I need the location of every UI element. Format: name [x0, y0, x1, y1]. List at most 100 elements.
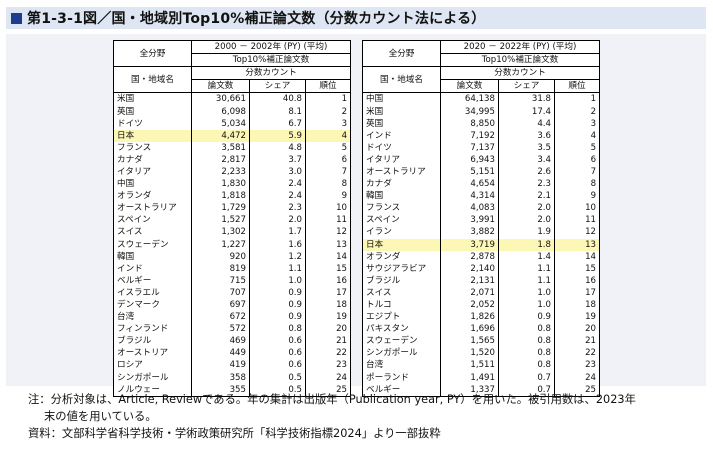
share-value: 0.6 [249, 359, 306, 372]
paper-count: 3,719 [440, 238, 499, 251]
table-row: スウェーデン 1,227 1.6 13 [113, 238, 351, 251]
share-value: 2.6 [498, 165, 555, 179]
paper-count: 697 [191, 298, 250, 312]
rank-value: 5 [590, 142, 597, 153]
paper-count: 30,661 [191, 92, 250, 106]
paper-count: 7,192 [440, 129, 499, 142]
share-value: 8.1 [249, 105, 306, 118]
paper-count: 4,654 [440, 178, 499, 191]
table-row: カナダ 4,654 2.3 8 [362, 178, 600, 191]
share-value: 0.6 [249, 335, 306, 348]
paper-count: 572 [191, 323, 250, 336]
rank-value: 20 [336, 324, 348, 335]
country-name: パキスタン [362, 323, 441, 336]
paper-count: 4,083 [440, 202, 499, 215]
paper-count: 1,830 [191, 178, 250, 191]
share-value: 1.1 [249, 262, 306, 275]
rank-value: 16 [585, 275, 597, 286]
table-row: スペイン 1,527 2.0 11 [113, 214, 351, 227]
share-value: 3.6 [498, 129, 555, 142]
share-value: 3.4 [498, 153, 555, 166]
share-value: 0.9 [249, 286, 306, 299]
share-value: 2.0 [498, 202, 555, 215]
note-line-1: 注：分析対象は、Article, Reviewである。年の集計は出版年（Publ… [28, 393, 636, 406]
country-name: フランス [113, 141, 192, 154]
country-name: ポーランド [362, 371, 441, 384]
col-header-papers: 論文数 [191, 79, 250, 94]
rank-value: 14 [585, 251, 597, 262]
country-name: 台湾 [362, 359, 441, 372]
paper-count: 355 [191, 383, 250, 397]
country-name: イタリア [113, 165, 192, 179]
paper-count: 7,137 [440, 141, 499, 154]
table-row: イスラエル 707 0.9 17 [113, 286, 351, 299]
country-name: オランダ [113, 190, 192, 203]
rank-value: 23 [336, 360, 348, 371]
rank-value: 18 [585, 300, 597, 311]
row-label-header: 国・地域名 [362, 66, 441, 94]
rank-value: 1 [590, 94, 597, 105]
period-label: 2000 － 2002年 (PY) (平均) [191, 40, 351, 55]
table-row: ベルギー 715 1.0 16 [113, 274, 351, 287]
paper-count: 8,850 [440, 117, 499, 130]
rank-value: 7 [341, 166, 348, 177]
rank-value: 23 [585, 360, 597, 371]
country-name: スウェーデン [362, 335, 441, 348]
table-row: カナダ 2,817 3.7 6 [113, 153, 351, 166]
rank-value: 18 [336, 300, 348, 311]
table-row: インド 819 1.1 15 [113, 262, 351, 275]
share-value: 0.8 [498, 359, 555, 372]
country-name: ブラジル [362, 274, 441, 287]
table-2000-2002: 全分野 2000 － 2002年 (PY) (平均) Top10%補正論文数 国… [113, 40, 352, 397]
rank-value: 17 [585, 287, 597, 298]
paper-count: 34,995 [440, 105, 499, 118]
country-name: スペイン [113, 214, 192, 227]
paper-count: 3,882 [440, 226, 499, 239]
paper-count: 1,491 [440, 371, 499, 384]
table-row: 韓国 920 1.2 14 [113, 250, 351, 263]
country-name: 台湾 [113, 311, 192, 324]
country-name: トルコ [362, 298, 441, 312]
country-name: シンガポール [362, 347, 441, 360]
figure-title-bar: 第1-3-1図／国・地域別Top10%補正論文数（分数カウント法による） [6, 7, 706, 29]
rank-value: 6 [341, 154, 348, 165]
table-row: 英国 8,850 4.4 3 [362, 117, 600, 130]
rank-value: 5 [341, 142, 348, 153]
rank-value: 8 [590, 179, 597, 190]
table-row: ドイツ 5,034 6.7 3 [113, 117, 351, 130]
country-name: 英国 [113, 105, 192, 118]
share-value: 0.8 [498, 335, 555, 348]
rank-value: 22 [336, 348, 348, 359]
share-value: 0.7 [498, 383, 555, 397]
share-value: 0.9 [498, 311, 555, 324]
country-name: イタリア [362, 153, 441, 166]
share-value: 0.8 [249, 323, 306, 336]
paper-count: 6,943 [440, 153, 499, 166]
source-line: 資料：文部科学省科学技術・学術政策研究所「科学技術指標2024」より一部抜粋 [28, 427, 441, 440]
share-value: 1.8 [498, 238, 555, 251]
col-header-papers: 論文数 [440, 79, 499, 94]
country-name: オランダ [362, 250, 441, 263]
rank-value: 14 [336, 251, 348, 262]
paper-count: 1,696 [440, 323, 499, 336]
country-name: ブラジル [113, 335, 192, 348]
paper-count: 1,818 [191, 190, 250, 203]
country-name: イスラエル [113, 286, 192, 299]
table-row: ノルウェー 355 0.5 25 [113, 383, 351, 397]
table-row: 日本 4,472 5.9 4 [113, 129, 351, 142]
table-row: 台湾 1,511 0.8 23 [362, 359, 600, 372]
share-value: 2.4 [249, 178, 306, 191]
rank-value: 15 [585, 263, 597, 274]
paper-count: 4,472 [191, 129, 250, 142]
rank-value: 12 [585, 227, 597, 238]
country-name: 韓国 [113, 250, 192, 263]
table-row: 米国 30,661 40.8 1 [113, 92, 351, 106]
table-row: ベルギー 1,337 0.7 25 [362, 383, 600, 397]
table-row: オーストラリア 1,729 2.3 10 [113, 202, 351, 215]
rank-value: 11 [585, 215, 597, 226]
table-row: フランス 4,083 2.0 10 [362, 202, 600, 215]
country-name: オーストラリア [113, 202, 192, 215]
paper-count: 920 [191, 250, 250, 263]
table-row: ドイツ 7,137 3.5 5 [362, 141, 600, 154]
paper-count: 1,565 [440, 335, 499, 348]
